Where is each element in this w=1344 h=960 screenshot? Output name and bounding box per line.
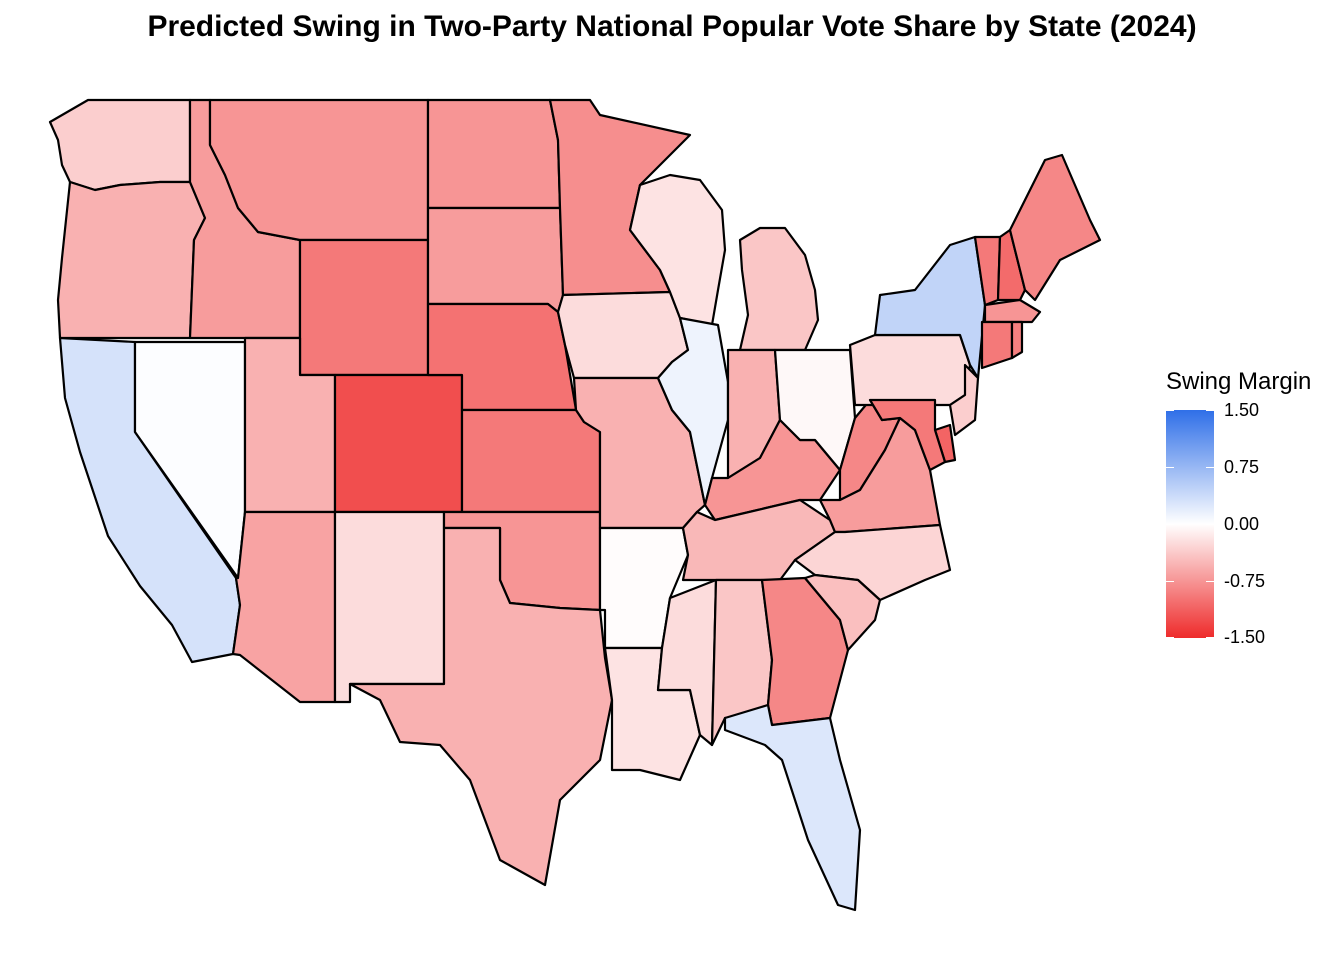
state-fl[interactable] [723,703,862,912]
state-wi[interactable] [628,173,727,327]
state-sc[interactable] [803,573,882,652]
state-il[interactable] [656,316,730,507]
state-or[interactable] [56,180,207,340]
state-nj[interactable] [948,363,980,437]
state-wa[interactable] [48,98,192,192]
state-nm[interactable] [333,510,446,704]
us-choropleth-map [48,98,1102,912]
legend-title: Swing Margin [1166,368,1312,395]
state-mi[interactable] [738,226,820,352]
state-wy[interactable] [298,238,430,377]
legend-tick-label: 0.75 [1224,457,1260,477]
legend-tick-label: 0.00 [1224,514,1260,534]
state-nh[interactable] [996,228,1027,302]
state-md[interactable] [868,398,947,472]
legend-colorbar [1166,410,1214,638]
color-legend: Swing Margin 1.50 0.75 0.00 -0.75 -1.50 [1166,368,1344,658]
state-sd[interactable] [426,206,565,314]
map-title: Predicted Swing in Two-Party National Po… [147,10,1197,43]
state-tx[interactable] [348,526,614,887]
state-az[interactable] [231,510,337,704]
state-ma[interactable] [983,298,1042,324]
state-me[interactable] [1008,153,1102,302]
legend-tick-label: -1.50 [1224,627,1266,647]
state-ks[interactable] [460,408,602,514]
state-co[interactable] [333,373,464,514]
state-pa[interactable] [848,333,972,407]
legend-tick-label: 1.50 [1224,400,1260,420]
state-nd[interactable] [426,98,562,210]
state-nc[interactable] [793,523,952,602]
legend-tick-label: -0.75 [1224,571,1266,591]
state-ct[interactable] [980,320,1014,370]
state-ri[interactable] [1010,320,1024,360]
